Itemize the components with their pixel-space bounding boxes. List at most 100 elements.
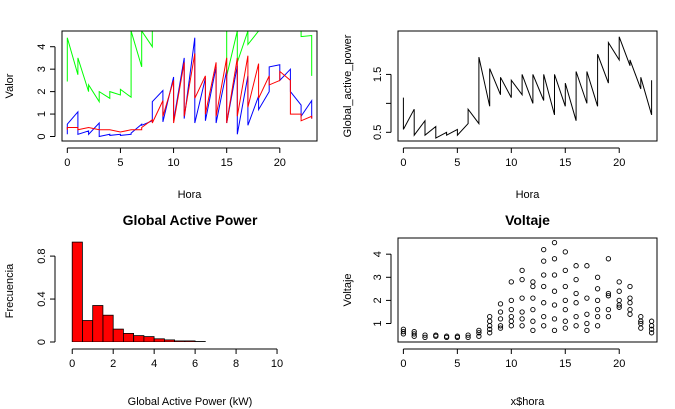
scatter-point	[605, 290, 612, 297]
series-line-0	[402, 36, 653, 139]
scatter-point	[648, 318, 655, 324]
scatter-point	[519, 309, 525, 315]
chart-title: Global Active Power	[123, 212, 258, 228]
y-tick-label: 0	[36, 133, 48, 139]
scatter-point	[551, 302, 558, 308]
scatter-point	[562, 325, 568, 331]
scatter-point	[562, 267, 568, 274]
scatter-point	[508, 323, 514, 329]
scatter-point	[411, 331, 417, 337]
histogram-bar	[123, 332, 135, 342]
scatter-point	[530, 306, 536, 313]
scatter-point	[508, 279, 514, 285]
scatter-point	[605, 306, 612, 313]
scatter-point	[530, 295, 536, 301]
y-tick-label: 1	[372, 320, 384, 326]
y-tick-label: 2	[36, 89, 48, 95]
x-tick-label: 15	[221, 157, 233, 169]
y-tick-label: 2	[372, 297, 384, 303]
x-tick-label: 2	[110, 358, 116, 370]
y-axis-label: Frecuencia	[4, 263, 16, 318]
scatter-point	[648, 330, 655, 336]
scatter-point	[411, 328, 417, 335]
scatter-point	[476, 327, 482, 334]
histogram-bar	[153, 338, 165, 342]
scatter-point	[519, 267, 525, 274]
plot-frame	[397, 30, 658, 142]
scatter-point	[465, 332, 471, 338]
scatter-point	[541, 313, 547, 320]
panel-scatter-voltaje: 0 5 10 15 20 1 2 3 4 x$hora Voltaje Voltaje	[342, 212, 658, 408]
x-axis-label: Hora	[178, 189, 203, 201]
x-tick-label: 20	[613, 157, 625, 169]
histogram-bar	[82, 320, 94, 342]
scatter-point	[519, 295, 525, 301]
scatter-point	[594, 306, 601, 313]
scatter-point	[487, 313, 493, 320]
chart-title: Voltaje	[505, 212, 550, 228]
scatter-point	[616, 297, 622, 304]
x-axis-label: Global Active Power (kW)	[128, 396, 253, 408]
y-tick-label: 4	[36, 44, 48, 50]
y-tick-label: 0.5	[372, 125, 384, 140]
scatter-point	[443, 333, 450, 339]
scatter-point	[551, 327, 558, 334]
y-tick-label: 1.5	[372, 67, 384, 82]
x-tick-label: 5	[117, 157, 123, 169]
x-tick-label: 15	[559, 157, 571, 169]
scatter-point	[400, 328, 407, 335]
scatter-point	[519, 316, 525, 322]
scatter-point	[508, 297, 514, 304]
scatter-point	[648, 326, 655, 332]
scatter-point	[562, 306, 568, 313]
scatter-point	[562, 283, 568, 290]
plot-frame	[397, 237, 658, 343]
x-tick-label: 20	[274, 157, 286, 169]
scatter-point	[562, 318, 568, 324]
scatter-point	[487, 318, 493, 324]
x-tick-label: 0	[64, 157, 70, 169]
scatter-point	[594, 274, 601, 280]
scatter-point	[562, 249, 568, 255]
y-tick-label: 1	[36, 111, 48, 117]
x-tick-label: 6	[192, 358, 198, 370]
scatter-point	[476, 330, 482, 336]
scatter-point	[584, 295, 590, 301]
scatter-point	[584, 320, 590, 327]
scatter-point	[433, 332, 439, 338]
scatter-point	[638, 313, 644, 320]
scatter-point	[541, 323, 547, 329]
plot-frame	[61, 30, 318, 142]
scatter-point	[508, 306, 514, 313]
scatter-point	[627, 311, 633, 317]
x-tick-label: 0	[69, 358, 75, 370]
scatter-point	[530, 318, 536, 324]
x-tick-label: 15	[559, 358, 571, 370]
x-tick-label: 8	[233, 358, 239, 370]
scatter-point	[541, 283, 547, 290]
histogram-bar	[92, 305, 104, 342]
scatter-point	[627, 300, 633, 306]
scatter-point	[519, 276, 525, 283]
scatter-point	[508, 313, 514, 320]
scatter-point	[551, 272, 558, 278]
scatter-point	[422, 332, 428, 338]
series-line-0	[66, 31, 313, 104]
scatter-point	[497, 316, 504, 322]
scatter-point	[573, 263, 579, 269]
scatter-point	[605, 256, 612, 262]
histogram-bar	[184, 340, 196, 342]
y-tick-label: 3	[36, 66, 48, 72]
scatter-point	[487, 326, 493, 332]
scatter-point	[627, 283, 633, 290]
y-tick-label: 3	[372, 274, 384, 280]
x-tick-label: 20	[613, 358, 625, 370]
scatter-point	[530, 327, 536, 334]
scatter-point	[573, 290, 579, 297]
histogram-bar	[112, 328, 124, 342]
series-line-2	[66, 53, 313, 133]
scatter-point	[497, 325, 504, 331]
plot-area	[66, 31, 313, 138]
panel-line-chart-valor: 0 5 10 15 20 0 1 2 3 4 Hora Valor	[4, 30, 318, 201]
